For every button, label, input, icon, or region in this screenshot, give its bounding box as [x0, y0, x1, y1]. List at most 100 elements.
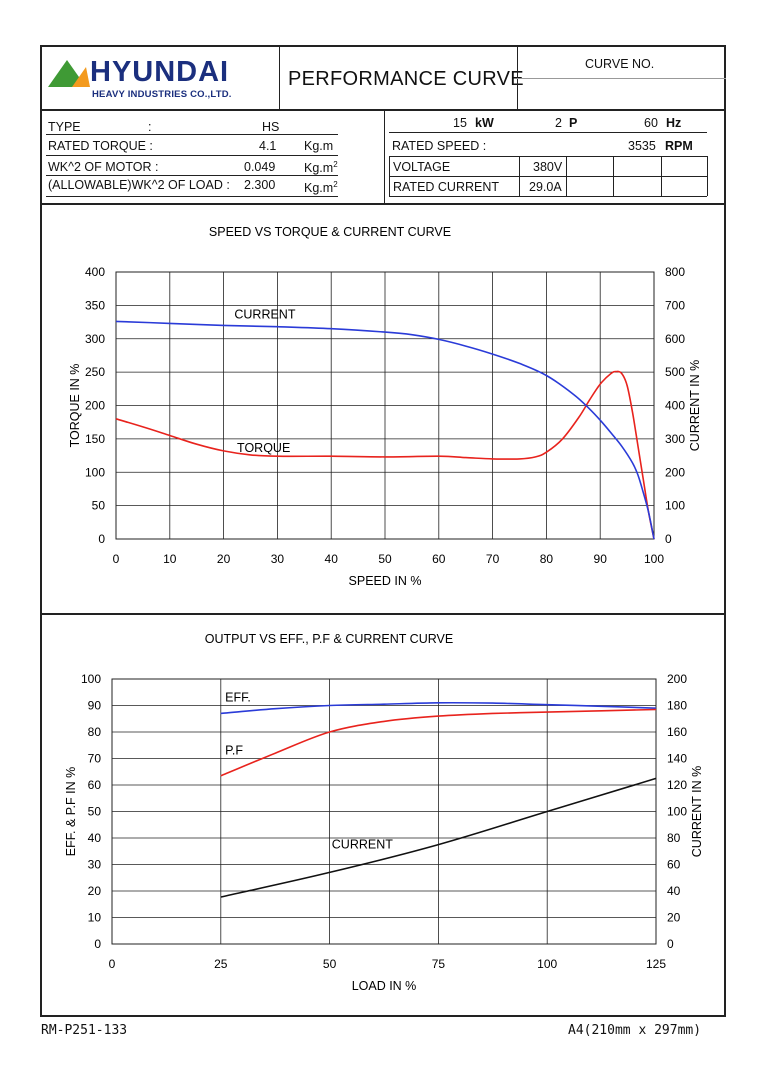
type-value: HS: [262, 120, 280, 134]
freq-unit: Hz: [666, 116, 682, 130]
y-tick-label: 300: [85, 332, 105, 346]
curve-no-label: CURVE NO.: [585, 57, 655, 71]
y2-tick-label: 600: [665, 332, 685, 346]
x-tick-label: 125: [646, 957, 666, 971]
rated-speed-label: RATED SPEED :: [392, 139, 487, 153]
document-number: RM-P251-133: [41, 1023, 128, 1038]
y2-tick-label: 0: [667, 937, 674, 951]
rated-speed-unit: RPM: [665, 139, 693, 153]
y2-tick-label: 60: [667, 858, 681, 872]
series-line-current: [220, 777, 657, 898]
wk-load-label: (ALLOWABLE)WK^2 OF LOAD :: [48, 178, 230, 192]
rated-speed-value: 3535: [628, 139, 656, 153]
wk-motor-label: WK^2 OF MOTOR :: [48, 160, 159, 174]
logo-wordmark: HYUNDAI: [90, 56, 230, 88]
page-title: PERFORMANCE CURVE: [288, 68, 524, 90]
y-tick-label: 40: [88, 831, 102, 845]
wk-load-value: 2.300: [244, 178, 276, 192]
rated-current-label: RATED CURRENT: [393, 180, 500, 194]
y-axis-label: EFF. & P.F IN %: [64, 767, 78, 856]
y-tick-label: 250: [85, 365, 105, 379]
y2-tick-label: 0: [665, 532, 672, 546]
y-axis-label: TORQUE IN %: [68, 364, 82, 448]
x-tick-label: 0: [109, 957, 116, 971]
y-tick-label: 200: [85, 399, 105, 413]
y2-tick-label: 100: [665, 499, 685, 513]
series-line-current: [115, 320, 655, 540]
y2-axis-label: CURRENT IN %: [688, 360, 702, 451]
x-tick-label: 40: [325, 552, 339, 566]
rated-current-value: 29.0A: [529, 180, 562, 194]
y-tick-label: 60: [88, 778, 102, 792]
y-tick-label: 20: [88, 884, 102, 898]
plot-area-border: [115, 271, 655, 540]
series-label: CURRENT: [332, 838, 393, 852]
y2-tick-label: 180: [667, 699, 687, 713]
wk-motor-value: 0.049: [244, 160, 276, 174]
x-tick-label: 0: [113, 552, 120, 566]
y-tick-label: 70: [88, 752, 102, 766]
power-unit: kW: [475, 116, 494, 130]
y-tick-label: 10: [88, 911, 102, 925]
paper-size: A4(210mm x 297mm): [568, 1023, 702, 1038]
x-tick-label: 50: [378, 552, 392, 566]
chart-title: OUTPUT VS EFF., P.F & CURRENT CURVE: [205, 632, 453, 646]
y2-axis-label: CURRENT IN %: [690, 766, 704, 857]
rated-torque-unit: Kg.m: [304, 139, 334, 153]
x-tick-label: 10: [163, 552, 177, 566]
series-label: CURRENT: [234, 308, 295, 322]
series-line-eff: [220, 701, 657, 715]
y-tick-label: 50: [88, 805, 102, 819]
y2-tick-label: 400: [665, 399, 685, 413]
performance-sheet: HYUNDAI HEAVY INDUSTRIES CO.,LTD. PERFOR…: [40, 45, 726, 1017]
x-tick-label: 60: [432, 552, 446, 566]
x-tick-label: 100: [644, 552, 664, 566]
x-axis-label: LOAD IN %: [352, 979, 417, 993]
series-label: TORQUE: [237, 441, 290, 455]
series-line-torque: [115, 370, 655, 540]
speed-torque-current-chart: SPEED VS TORQUE & CURRENT CURVE 0 10 20 30 40…: [68, 225, 702, 588]
company-logo: HYUNDAI HEAVY INDUSTRIES CO.,LTD.: [46, 55, 278, 100]
y-tick-label: 80: [88, 725, 102, 739]
x-tick-label: 70: [486, 552, 500, 566]
wk-motor-unit: Kg.m2: [304, 160, 338, 176]
chart-title: SPEED VS TORQUE & CURRENT CURVE: [209, 225, 451, 239]
y2-tick-label: 800: [665, 265, 685, 279]
triangle-logo-icon: [48, 60, 90, 87]
y2-tick-label: 160: [667, 725, 687, 739]
x-tick-label: 100: [537, 957, 557, 971]
wk-load-unit: Kg.m2: [304, 180, 338, 196]
y-tick-label: 0: [94, 937, 101, 951]
type-colon: :: [148, 120, 152, 134]
y-tick-label: 0: [98, 532, 105, 546]
y-tick-label: 400: [85, 265, 105, 279]
y2-tick-label: 20: [667, 911, 681, 925]
x-tick-label: 75: [432, 957, 446, 971]
series-label: P.F: [225, 744, 243, 758]
series-label: EFF.: [225, 691, 251, 705]
y-tick-label: 100: [85, 465, 105, 479]
type-label: TYPE: [48, 120, 81, 134]
rated-torque-value: 4.1: [259, 139, 277, 153]
y-tick-label: 350: [85, 298, 105, 312]
freq-value: 60: [644, 116, 658, 130]
y2-tick-label: 500: [665, 365, 685, 379]
y2-tick-label: 80: [667, 831, 681, 845]
voltage-label: VOLTAGE: [393, 160, 451, 174]
y2-tick-label: 200: [667, 672, 687, 686]
logo-subtitle: HEAVY INDUSTRIES CO.,LTD.: [92, 89, 232, 100]
x-tick-label: 80: [540, 552, 554, 566]
y2-tick-label: 200: [665, 465, 685, 479]
y-tick-label: 90: [88, 699, 102, 713]
x-tick-label: 20: [217, 552, 231, 566]
x-tick-label: 25: [214, 957, 228, 971]
y-tick-label: 100: [81, 672, 101, 686]
power-value: 15: [453, 116, 467, 130]
poles-value: 2: [555, 116, 562, 130]
y-tick-label: 50: [92, 499, 106, 513]
x-tick-label: 50: [323, 957, 337, 971]
y2-tick-label: 40: [667, 884, 681, 898]
y2-tick-label: 700: [665, 298, 685, 312]
x-tick-label: 90: [594, 552, 608, 566]
y2-tick-label: 100: [667, 805, 687, 819]
